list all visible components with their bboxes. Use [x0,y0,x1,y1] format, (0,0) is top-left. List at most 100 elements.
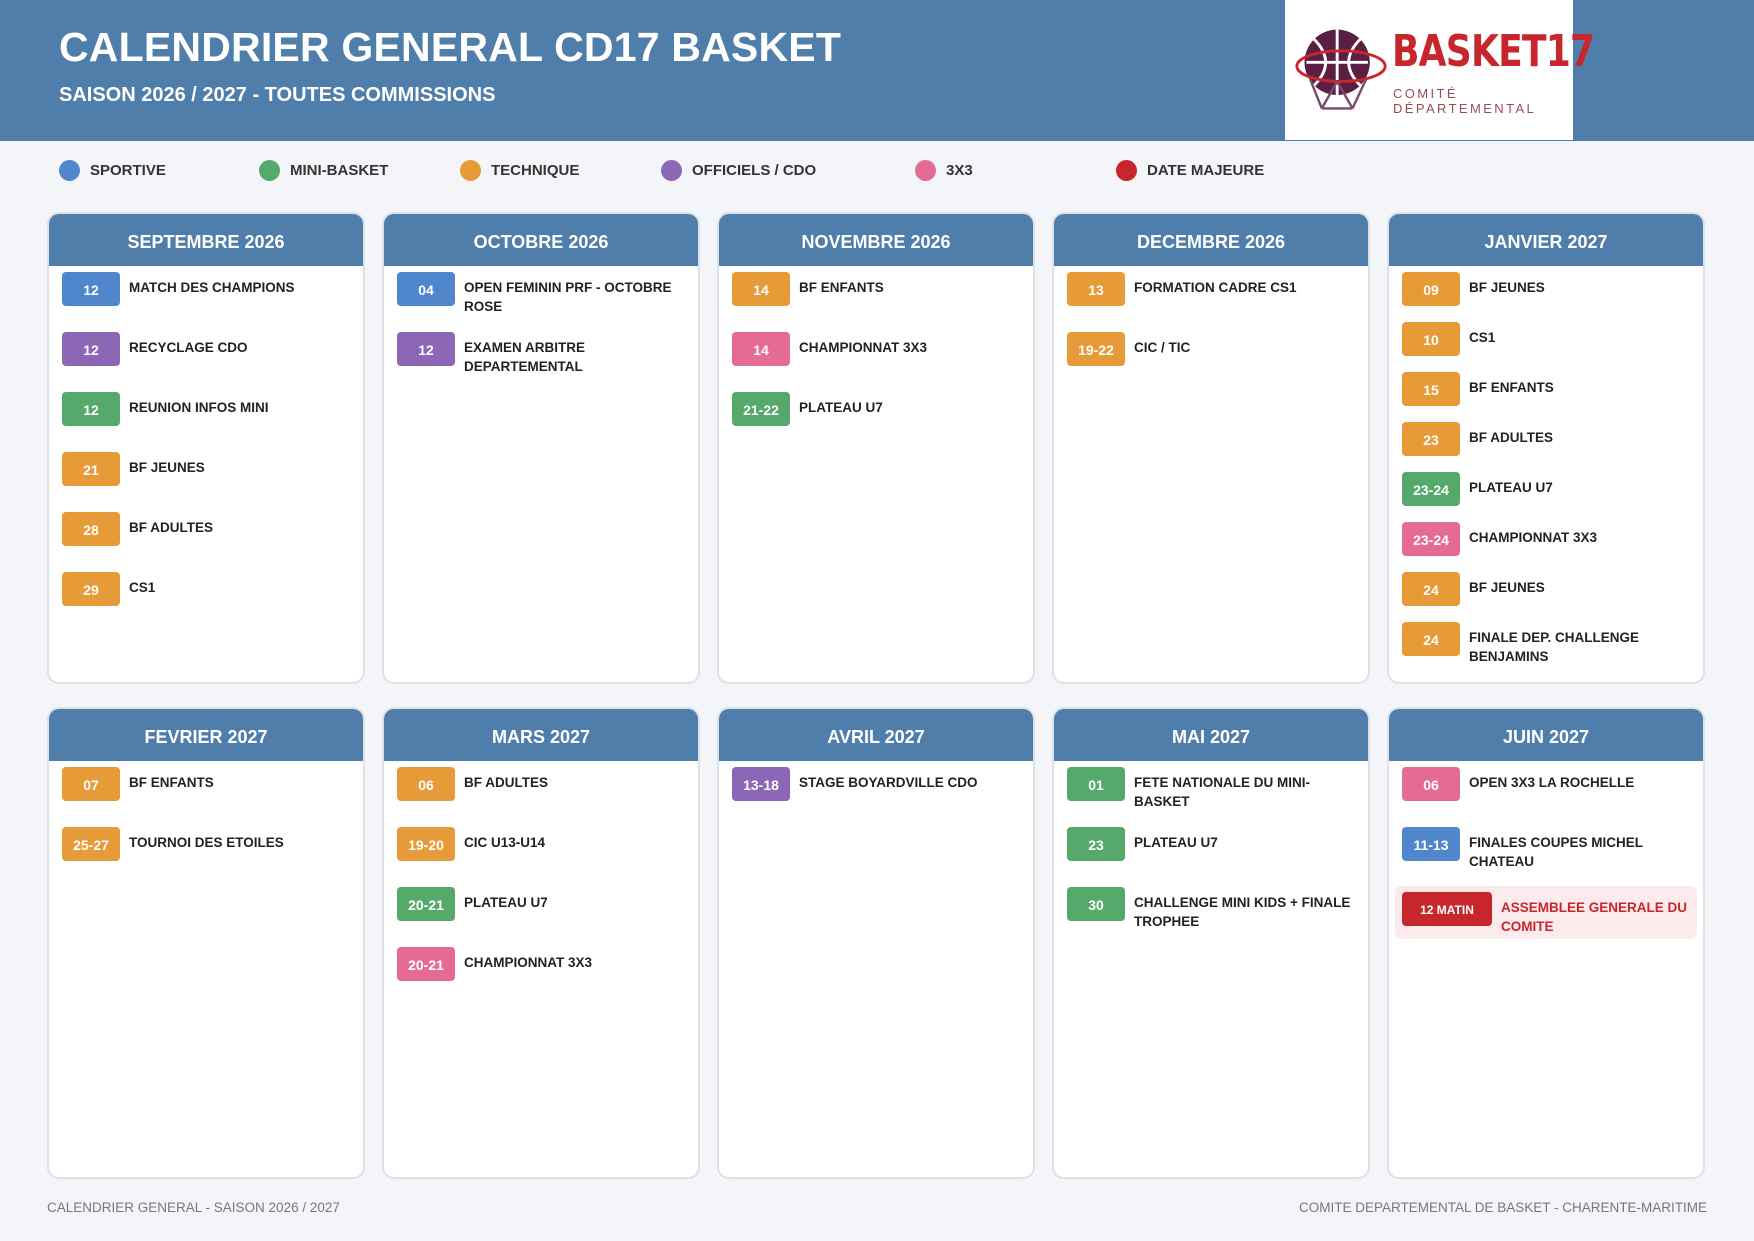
date-badge: 19-22 [1067,332,1125,366]
event-row: 13-18 STAGE BOYARDVILLE CDO [732,766,1020,826]
event-label: CIC U13-U14 [464,835,546,850]
event-row: 23 BF ADULTES [1402,421,1690,471]
month-card: FEVRIER 2027 07 BF ENFANTS 25-27 TOURNOI DES… [47,707,365,1179]
event-row: 12 MATCH DES CHAMPIONS [62,271,350,331]
event-row: 13 FORMATION CADRE CS1 [1067,271,1355,331]
event-row: 24 BF JEUNES [1402,571,1690,621]
event-list: 09 BF JEUNES 10 CS1 15 BF ENFANTS 23 BF ADULTES… [1389,266,1703,671]
legend-dot-icon [661,160,682,181]
date-badge: 29 [62,572,120,606]
event-row: 29 CS1 [62,571,350,631]
legend-dot-icon [460,160,481,181]
legend-item-mini: MINI-BASKET [259,160,388,181]
month-title: JUIN 2027 [1389,709,1703,761]
legend-label: MINI-BASKET [290,162,389,179]
date-badge: 19-20 [397,827,455,861]
header-banner: CALENDRIER GENERAL CD17 BASKET SAISON 20… [0,0,1754,141]
month-title: DECEMBRE 2026 [1054,214,1368,266]
date-badge: 23 [1067,827,1125,861]
date-badge: 20-21 [397,887,455,921]
date-badge: 11-13 [1402,827,1460,861]
legend-label: SPORTIVE [90,162,166,179]
date-badge: 07 [62,767,120,801]
date-badge: 23-24 [1402,472,1460,506]
legend: SPORTIVE MINI-BASKET TECHNIQUE OFFICIELS / … [0,160,1754,188]
date-badge: 23-24 [1402,522,1460,556]
date-badge: 12 [62,392,120,426]
footer-right: COMITE DEPARTEMENTAL DE BASKET - CHARENT… [1298,1200,1707,1215]
event-label: BF ADULTES [464,775,548,790]
legend-label: 3X3 [946,162,973,179]
month-title: OCTOBRE 2026 [384,214,698,266]
legend-dot-icon [59,160,80,181]
date-badge: 12 MATIN [1402,892,1492,926]
date-badge: 21 [62,452,120,486]
event-label: OPEN FEMININ PRF - OCTOBRE ROSE [464,280,672,314]
page-subtitle: SAISON 2026 / 2027 - TOUTES COMMISSIONS [59,84,496,106]
event-row: 06 OPEN 3X3 LA ROCHELLE [1402,766,1690,826]
event-row: 21-22 PLATEAU U7 [732,391,1020,451]
event-row: 12 EXAMEN ARBITRE DEPARTEMENTAL [397,331,685,391]
event-label: CHALLENGE MINI KIDS + FINALE TROPHEE [1134,895,1351,929]
event-label: ASSEMBLEE GENERALE DU COMITE [1501,900,1688,934]
date-badge: 12 [62,332,120,366]
event-row: 10 CS1 [1402,321,1690,371]
event-row: 28 BF ADULTES [62,511,350,571]
event-row: 06 BF ADULTES [397,766,685,826]
event-label: BF ENFANTS [1469,380,1554,395]
event-list: 07 BF ENFANTS 25-27 TOURNOI DES ETOILES [49,761,363,886]
event-row: 20-21 CHAMPIONNAT 3X3 [397,946,685,1006]
event-label: CHAMPIONNAT 3X3 [464,955,593,970]
major-event-row: 12 MATIN ASSEMBLEE GENERALE DU COMITE [1395,886,1697,939]
date-badge: 24 [1402,572,1460,606]
event-label: BF ENFANTS [129,775,214,790]
date-badge: 28 [62,512,120,546]
event-label: PLATEAU U7 [1469,480,1553,495]
event-label: FINALES COUPES MICHEL CHATEAU [1469,835,1643,869]
month-card: MAI 2027 01 FETE NATIONALE DU MINI-BASKET 2… [1052,707,1370,1179]
event-list: 06 OPEN 3X3 LA ROCHELLE 11-13 FINALES COUPE… [1389,761,1703,939]
event-label: EXAMEN ARBITRE DEPARTEMENTAL [464,340,586,374]
event-row: 15 BF ENFANTS [1402,371,1690,421]
event-row: 30 CHALLENGE MINI KIDS + FINALE TROPHEE [1067,886,1355,946]
date-badge: 14 [732,332,790,366]
date-badge: 06 [1402,767,1460,801]
event-label: BF ENFANTS [799,280,884,295]
event-row: 19-22 CIC / TIC [1067,331,1355,391]
date-badge: 23 [1402,422,1460,456]
event-label: PLATEAU U7 [799,400,883,415]
event-label: FINALE DEP. CHALLENGE BENJAMINS [1469,630,1640,664]
basketball-logo-icon [1295,29,1387,110]
event-row: 23 PLATEAU U7 [1067,826,1355,886]
date-badge: 10 [1402,322,1460,356]
event-label: STAGE BOYARDVILLE CDO [799,775,978,790]
event-label: TOURNOI DES ETOILES [129,835,284,850]
logo-subtitle: COMITÉ DÉPARTEMENTAL [1393,86,1537,116]
event-label: RECYCLAGE CDO [129,340,248,355]
event-label: BF JEUNES [129,460,205,475]
event-label: CS1 [1469,330,1496,345]
event-row: 19-20 CIC U13-U14 [397,826,685,886]
legend-item-sportive: SPORTIVE [59,160,166,181]
event-row: 04 OPEN FEMININ PRF - OCTOBRE ROSE [397,271,685,331]
month-title: JANVIER 2027 [1389,214,1703,266]
month-title: SEPTEMBRE 2026 [49,214,363,266]
legend-label: DATE MAJEURE [1147,162,1265,179]
event-label: BF ADULTES [1469,430,1553,445]
event-list: 12 MATCH DES CHAMPIONS 12 RECYCLAGE CDO 12 RE… [49,266,363,631]
event-row: 20-21 PLATEAU U7 [397,886,685,946]
date-badge: 01 [1067,767,1125,801]
month-title: AVRIL 2027 [719,709,1033,761]
legend-label: TECHNIQUE [491,162,580,179]
event-row: 01 FETE NATIONALE DU MINI-BASKET [1067,766,1355,826]
date-badge: 15 [1402,372,1460,406]
event-row: 21 BF JEUNES [62,451,350,511]
event-list: 14 BF ENFANTS 14 CHAMPIONNAT 3X3 21-22 PLATEA… [719,266,1033,451]
event-row: 09 BF JEUNES [1402,271,1690,321]
month-title: MARS 2027 [384,709,698,761]
event-label: BF JEUNES [1469,280,1545,295]
legend-dot-icon [259,160,280,181]
logo: BASKET17 COMITÉ DÉPARTEMENTAL [1285,0,1595,140]
legend-item-officiels: OFFICIELS / CDO [661,160,816,181]
event-row: 11-13 FINALES COUPES MICHEL CHATEAU [1402,826,1690,886]
